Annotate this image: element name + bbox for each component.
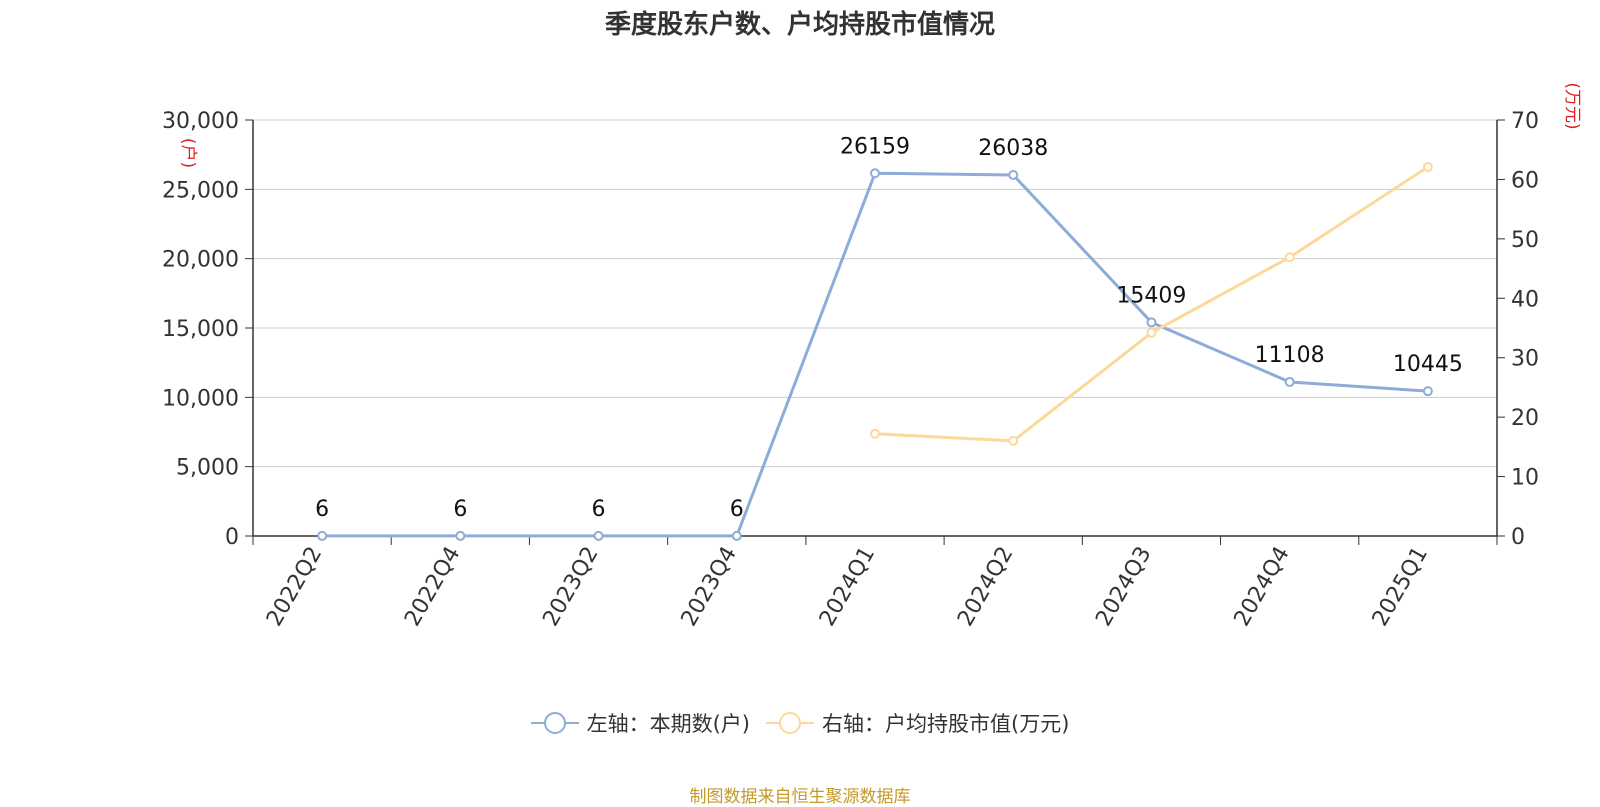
series-0-point — [1422, 386, 1433, 397]
x-axis-tick-label: 2022Q2 — [262, 543, 327, 631]
series-0-point — [593, 530, 604, 541]
right-axis-tick-label: 0 — [1511, 525, 1525, 550]
left-axis-tick-label: 20,000 — [162, 248, 239, 273]
right-axis-tick-label: 30 — [1511, 347, 1539, 372]
legend-label-avg-value: 右轴：户均持股市值(万元) — [822, 712, 1070, 736]
source-note: 制图数据来自恒生聚源数据库 — [689, 787, 911, 807]
left-axis-tick-label: 5,000 — [176, 456, 239, 481]
right-axis-tick-label: 20 — [1511, 406, 1539, 431]
series-1-point — [870, 428, 880, 439]
right-axis-tick-label: 70 — [1511, 109, 1539, 134]
series-0-point — [317, 530, 328, 541]
series-1-point — [1146, 327, 1157, 338]
left-axis-tick-label: 15,000 — [162, 317, 239, 342]
legend-swatch-avg-value — [766, 711, 814, 735]
legend-label-holders: 左轴：本期数(户) — [586, 712, 750, 736]
right-axis-tick-label: 40 — [1511, 287, 1539, 312]
data-label: 10445 — [1393, 352, 1463, 377]
data-label: 26159 — [840, 134, 910, 159]
series-1-point — [1008, 435, 1019, 446]
legend-marker-holders — [543, 712, 566, 734]
legend: 左轴：本期数(户) 右轴：户均持股市值(万元) — [0, 708, 1600, 738]
right-axis-tick-label: 10 — [1511, 466, 1539, 491]
series-0-point — [455, 530, 466, 541]
data-label: 15409 — [1116, 283, 1186, 308]
right-axis-tick-label: 60 — [1511, 168, 1539, 193]
left-axis-tick-label: 30,000 — [162, 109, 239, 134]
right-axis-tick-label: 50 — [1511, 228, 1539, 253]
series-0-point — [1284, 376, 1295, 387]
x-axis-tick-label: 2024Q1 — [815, 543, 880, 631]
legend-item-holders[interactable]: 左轴：本期数(户) — [530, 708, 750, 738]
data-label: 6 — [730, 497, 744, 522]
x-axis-tick-label: 2024Q3 — [1091, 543, 1156, 631]
legend-item-avg-value[interactable]: 右轴：户均持股市值(万元) — [766, 708, 1069, 738]
x-axis-tick-label: 2025Q1 — [1368, 543, 1433, 631]
x-axis-tick-label: 2024Q4 — [1230, 543, 1295, 631]
series-0-point — [731, 530, 742, 541]
x-axis-tick-label: 2022Q4 — [400, 543, 465, 631]
series-0-point — [1008, 169, 1019, 180]
left-axis-unit: (户) — [178, 138, 198, 168]
data-label: 26038 — [978, 136, 1048, 161]
series-1-point — [1284, 252, 1295, 263]
chart-title: 季度股东户数、户均持股市值情况 — [604, 10, 995, 40]
data-label: 6 — [315, 497, 329, 522]
series-1-point — [1422, 161, 1433, 172]
series-0-point — [1146, 317, 1157, 328]
left-axis-tick-label: 25,000 — [162, 178, 239, 203]
data-label: 6 — [453, 497, 467, 522]
x-axis-tick-label: 2023Q2 — [538, 543, 603, 631]
x-axis-tick-label: 2023Q4 — [677, 543, 742, 631]
right-axis-unit: (万元) — [1562, 82, 1582, 129]
data-label: 11108 — [1255, 343, 1325, 368]
chart-canvas: 0 5,000 10,000 15,000 20,000 25,000 30,000 0 10 2… — [162, 82, 1582, 631]
x-axis-tick-label: 2024Q2 — [953, 542, 1018, 630]
series-0-point — [870, 168, 880, 179]
left-axis-tick-label: 0 — [225, 525, 239, 550]
legend-marker-avg-value — [779, 712, 801, 734]
legend-swatch-holders — [530, 711, 579, 735]
left-axis-tick-label: 10,000 — [162, 386, 239, 411]
data-label: 6 — [592, 497, 606, 522]
